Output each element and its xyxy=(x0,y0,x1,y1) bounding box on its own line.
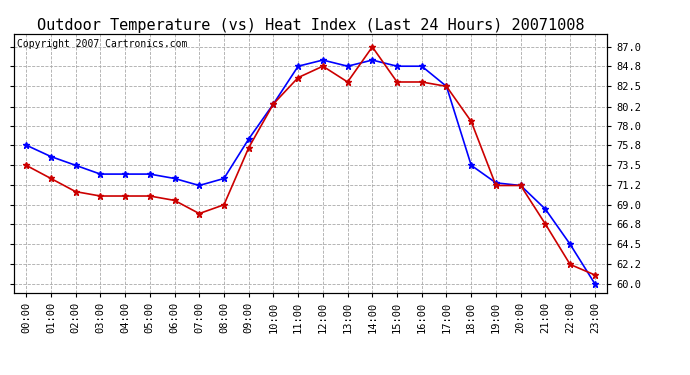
Text: Copyright 2007 Cartronics.com: Copyright 2007 Cartronics.com xyxy=(17,39,187,49)
Title: Outdoor Temperature (vs) Heat Index (Last 24 Hours) 20071008: Outdoor Temperature (vs) Heat Index (Las… xyxy=(37,18,584,33)
